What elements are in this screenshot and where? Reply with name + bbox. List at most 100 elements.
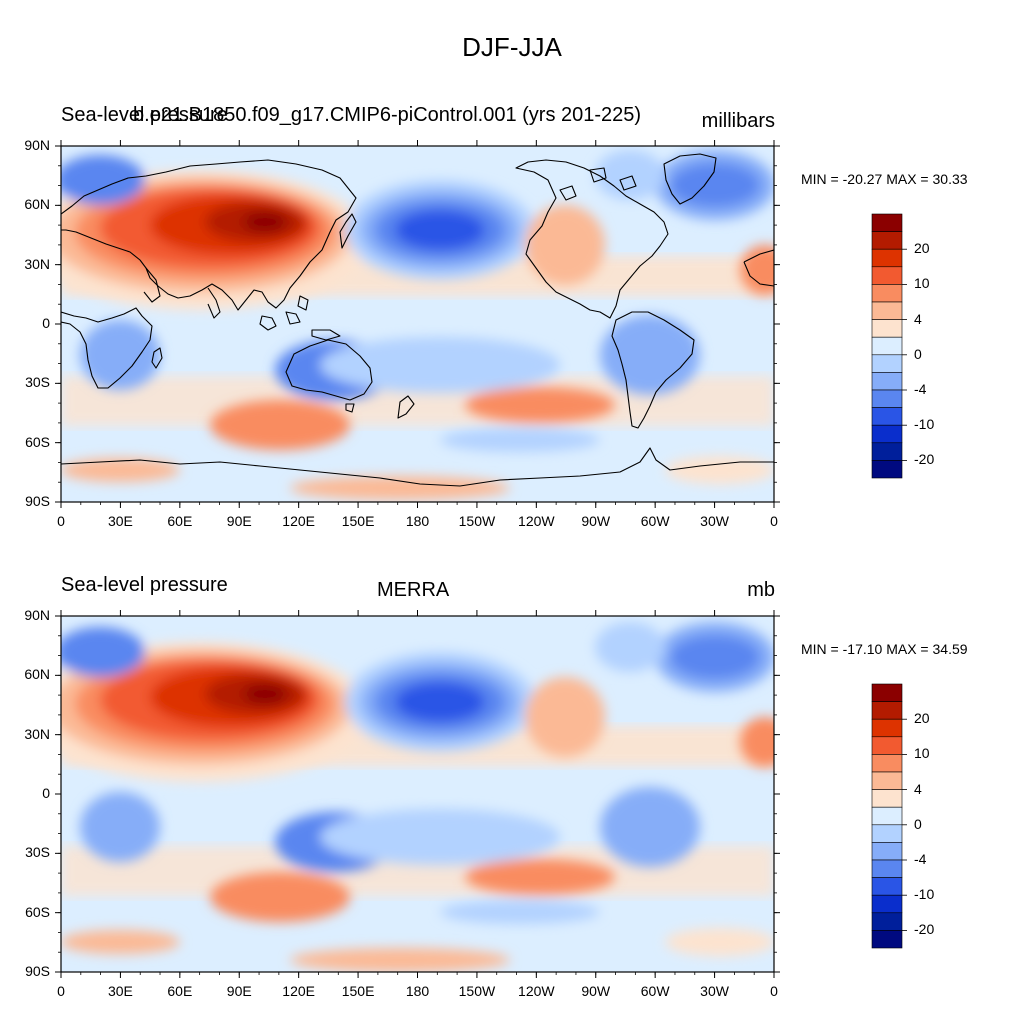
field-contour — [61, 155, 145, 205]
field-contour — [61, 930, 180, 954]
colorbar-swatch — [871, 701, 903, 720]
colorbar-swatch — [871, 842, 903, 861]
x-tick-label: 60W — [640, 983, 670, 999]
field-contour — [320, 809, 560, 865]
x-tick-label: 30E — [107, 513, 133, 529]
colorbar-label: 20 — [914, 240, 930, 257]
colorbar-1 — [871, 213, 907, 479]
colorbar-swatch — [871, 806, 903, 826]
y-tick-label: 60S — [25, 433, 50, 450]
colorbar-swatch — [871, 248, 903, 268]
field-contour — [525, 205, 605, 285]
colorbar-swatch — [871, 301, 903, 320]
y-tick-label: 60S — [25, 903, 50, 920]
colorbar-swatch — [871, 442, 903, 461]
y-tick-label: 90S — [25, 963, 50, 979]
y-tick-label: 90N — [24, 137, 50, 153]
colorbar-label: 0 — [914, 345, 922, 362]
field-contour — [395, 682, 485, 722]
colorbar-label: -10 — [914, 886, 935, 903]
y-tick-label: 0 — [42, 785, 50, 801]
y-tick-label: 90N — [24, 607, 50, 623]
colorbar-label: -4 — [914, 381, 927, 397]
colorbar-swatch — [871, 389, 903, 408]
y-tick-label: 30N — [24, 255, 50, 272]
colorbar-swatch — [871, 284, 903, 303]
y-tick-label: 30N — [24, 725, 50, 742]
field-contour — [80, 792, 160, 862]
x-tick-label: 120W — [518, 983, 555, 999]
colorbar-label: -4 — [914, 851, 927, 867]
panel2-left-title: Sea-level pressure — [61, 574, 228, 596]
colorbar-label: 10 — [914, 745, 930, 762]
colorbar-swatch — [871, 789, 903, 808]
field-contour — [243, 684, 287, 704]
colorbar-label: 4 — [914, 310, 922, 327]
x-tick-label: 30W — [700, 513, 729, 529]
map-panel-2 — [55, 610, 780, 978]
field-contour — [465, 387, 615, 423]
field-contour — [525, 677, 605, 757]
field-contour — [600, 315, 700, 395]
x-tick-label: 180 — [405, 983, 430, 999]
colorbar-label: -20 — [914, 451, 935, 468]
colorbar-2 — [871, 683, 907, 949]
x-tick-label: 150W — [458, 983, 496, 999]
field-contour — [243, 212, 287, 232]
field-contour — [600, 787, 700, 867]
colorbar-swatch — [871, 771, 903, 790]
field-contour — [395, 210, 485, 250]
panel1-units: millibars — [701, 110, 775, 132]
colorbar-swatch — [871, 683, 903, 702]
map-panel-1 — [55, 140, 780, 508]
x-tick-label: 120E — [282, 513, 316, 529]
colorbar-swatch — [871, 894, 903, 914]
y-tick-label: 60N — [24, 666, 50, 683]
y-tick-label: 60N — [24, 196, 50, 213]
x-tick-label: 30W — [700, 983, 729, 999]
colorbar-swatch — [871, 354, 903, 373]
colorbar-swatch — [871, 372, 903, 391]
colorbar-label: 10 — [914, 275, 930, 292]
colorbar-swatch — [871, 460, 903, 479]
field-contour — [210, 400, 350, 450]
field-contour — [290, 948, 510, 972]
field-contour — [440, 428, 600, 452]
colorbar-swatch — [871, 877, 903, 896]
x-tick-label: 150W — [458, 513, 496, 529]
colorbar-swatch — [871, 754, 903, 773]
colorbar-swatch — [871, 213, 903, 232]
colorbar-swatch — [871, 736, 903, 755]
field-contour — [61, 627, 145, 677]
x-tick-label: 90E — [226, 983, 252, 999]
field-contour — [595, 622, 665, 672]
x-tick-label: 60E — [167, 513, 193, 529]
colorbar-swatch — [871, 336, 903, 356]
panel2-units: mb — [747, 579, 775, 601]
colorbar-swatch — [871, 319, 903, 338]
panel1-min-max: MIN = -20.27 MAX = 30.33 — [801, 171, 968, 187]
y-tick-label: 30S — [25, 374, 50, 391]
colorbar-swatch — [871, 718, 903, 738]
colorbar-swatch — [871, 912, 903, 931]
panel2-min-max: MIN = -17.10 MAX = 34.59 — [801, 641, 968, 657]
x-tick-label: 0 — [770, 513, 778, 529]
field-contour — [80, 320, 160, 390]
x-tick-label: 0 — [57, 513, 65, 529]
figure-title: DJF-JJA — [462, 32, 562, 62]
x-tick-label: 0 — [770, 983, 778, 999]
x-tick-label: 180 — [405, 513, 430, 529]
field-contour — [210, 872, 350, 922]
colorbar-label: 4 — [914, 780, 922, 797]
x-tick-label: 90W — [581, 983, 611, 999]
field-contour — [670, 163, 760, 207]
panel1-left-title: Sea-level pressure — [61, 104, 228, 126]
x-tick-label: 0 — [57, 983, 65, 999]
field-contour — [665, 456, 774, 484]
colorbar-swatch — [871, 266, 903, 285]
field-contour — [465, 859, 615, 895]
colorbar-label: -10 — [914, 416, 935, 433]
y-tick-label: 30S — [25, 844, 50, 861]
field-contour — [740, 245, 774, 295]
